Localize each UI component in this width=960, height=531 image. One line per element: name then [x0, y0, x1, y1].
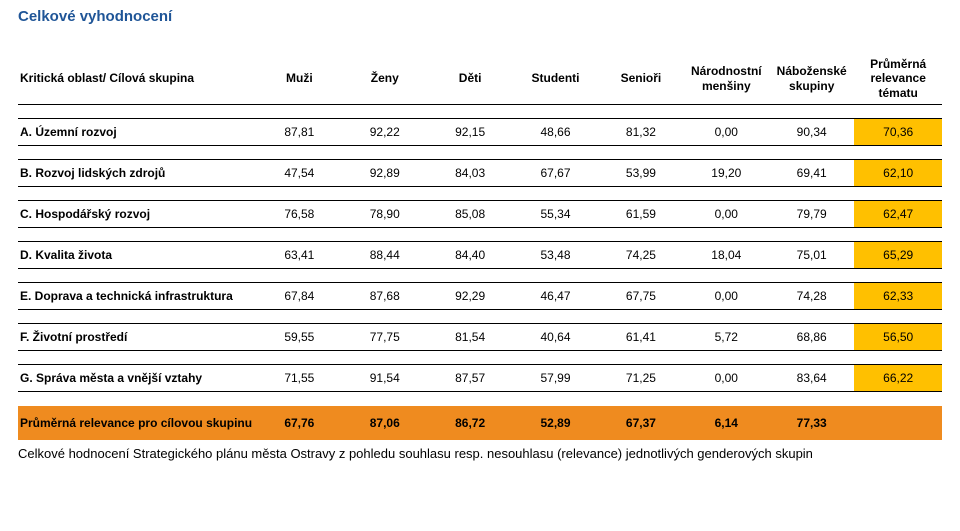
cell: 91,54 [342, 365, 427, 392]
table-row: E. Doprava a technická infrastruktura67,… [18, 283, 942, 310]
footer-note: Celkové hodnocení Strategického plánu mě… [18, 446, 942, 461]
cell: 79,79 [769, 201, 854, 228]
col-header: Děti [427, 53, 512, 105]
cell: 92,15 [427, 119, 512, 146]
total-cell: 6,14 [684, 406, 769, 440]
cell: 92,22 [342, 119, 427, 146]
cell: 62,33 [854, 283, 942, 310]
cell: 46,47 [513, 283, 598, 310]
cell: 56,50 [854, 324, 942, 351]
row-label: G. Správa města a vnější vztahy [18, 365, 257, 392]
table-row: G. Správa města a vnější vztahy71,5591,5… [18, 365, 942, 392]
cell: 70,36 [854, 119, 942, 146]
cell: 18,04 [684, 242, 769, 269]
row-label: E. Doprava a technická infrastruktura [18, 283, 257, 310]
col-header: Muži [257, 53, 342, 105]
col-header: Ženy [342, 53, 427, 105]
page-title: Celkové vyhodnocení [18, 8, 942, 25]
total-row: Průměrná relevance pro cílovou skupinu67… [18, 406, 942, 440]
row-label: C. Hospodářský rozvoj [18, 201, 257, 228]
row-label: D. Kvalita života [18, 242, 257, 269]
cell: 67,84 [257, 283, 342, 310]
total-cell [854, 406, 942, 440]
cell: 87,81 [257, 119, 342, 146]
cell: 57,99 [513, 365, 598, 392]
cell: 62,47 [854, 201, 942, 228]
col-header: Studenti [513, 53, 598, 105]
total-cell: 52,89 [513, 406, 598, 440]
total-cell: 87,06 [342, 406, 427, 440]
cell: 0,00 [684, 119, 769, 146]
evaluation-table: Kritická oblast/ Cílová skupina Muži Žen… [18, 53, 942, 440]
cell: 0,00 [684, 283, 769, 310]
cell: 66,22 [854, 365, 942, 392]
cell: 81,32 [598, 119, 683, 146]
cell: 83,64 [769, 365, 854, 392]
cell: 71,25 [598, 365, 683, 392]
cell: 47,54 [257, 160, 342, 187]
cell: 59,55 [257, 324, 342, 351]
total-cell: 67,76 [257, 406, 342, 440]
total-cell: 67,37 [598, 406, 683, 440]
cell: 76,58 [257, 201, 342, 228]
col-header: Národnostní menšiny [684, 53, 769, 105]
cell: 0,00 [684, 201, 769, 228]
cell: 53,48 [513, 242, 598, 269]
cell: 19,20 [684, 160, 769, 187]
cell: 87,57 [427, 365, 512, 392]
total-cell: 86,72 [427, 406, 512, 440]
cell: 65,29 [854, 242, 942, 269]
cell: 55,34 [513, 201, 598, 228]
cell: 88,44 [342, 242, 427, 269]
col-header: Náboženské skupiny [769, 53, 854, 105]
cell: 84,40 [427, 242, 512, 269]
cell: 0,00 [684, 365, 769, 392]
cell: 62,10 [854, 160, 942, 187]
table-header-row: Kritická oblast/ Cílová skupina Muži Žen… [18, 53, 942, 105]
cell: 40,64 [513, 324, 598, 351]
cell: 81,54 [427, 324, 512, 351]
cell: 75,01 [769, 242, 854, 269]
cell: 5,72 [684, 324, 769, 351]
row-label: F. Životní prostředí [18, 324, 257, 351]
cell: 71,55 [257, 365, 342, 392]
cell: 61,41 [598, 324, 683, 351]
total-label: Průměrná relevance pro cílovou skupinu [18, 406, 257, 440]
cell: 69,41 [769, 160, 854, 187]
cell: 61,59 [598, 201, 683, 228]
row-label: B. Rozvoj lidských zdrojů [18, 160, 257, 187]
cell: 78,90 [342, 201, 427, 228]
table-row: C. Hospodářský rozvoj76,5878,9085,0855,3… [18, 201, 942, 228]
cell: 90,34 [769, 119, 854, 146]
cell: 74,28 [769, 283, 854, 310]
cell: 63,41 [257, 242, 342, 269]
col-header: Průměrná relevance tématu [854, 53, 942, 105]
cell: 48,66 [513, 119, 598, 146]
total-cell: 77,33 [769, 406, 854, 440]
col-header-label: Kritická oblast/ Cílová skupina [18, 53, 257, 105]
table-row: A. Územní rozvoj87,8192,2292,1548,6681,3… [18, 119, 942, 146]
cell: 74,25 [598, 242, 683, 269]
cell: 92,89 [342, 160, 427, 187]
cell: 87,68 [342, 283, 427, 310]
table-row: B. Rozvoj lidských zdrojů47,5492,8984,03… [18, 160, 942, 187]
cell: 85,08 [427, 201, 512, 228]
cell: 77,75 [342, 324, 427, 351]
cell: 92,29 [427, 283, 512, 310]
cell: 53,99 [598, 160, 683, 187]
row-label: A. Územní rozvoj [18, 119, 257, 146]
table-row: F. Životní prostředí59,5577,7581,5440,64… [18, 324, 942, 351]
cell: 84,03 [427, 160, 512, 187]
table-row: D. Kvalita života63,4188,4484,4053,4874,… [18, 242, 942, 269]
col-header: Senioři [598, 53, 683, 105]
cell: 67,67 [513, 160, 598, 187]
cell: 67,75 [598, 283, 683, 310]
cell: 68,86 [769, 324, 854, 351]
